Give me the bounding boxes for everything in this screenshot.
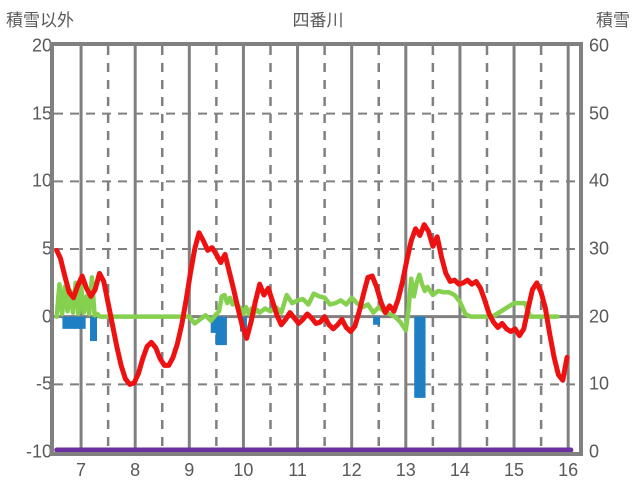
- y-axis-right-tick: 20: [589, 306, 610, 327]
- bar-blue: [68, 316, 76, 329]
- y-axis-right-tick: 0: [589, 441, 600, 462]
- plot-area: [50, 42, 583, 456]
- bar-blue: [210, 316, 218, 333]
- bar-blue: [73, 316, 81, 329]
- bar-blue: [418, 316, 426, 398]
- y-axis-left-tick: 5: [41, 238, 52, 259]
- y-axis-left-tick: 10: [31, 170, 52, 191]
- x-axis-tick: 9: [184, 460, 195, 480]
- y-axis-left-tick: 0: [41, 306, 52, 327]
- x-axis-tick: 14: [449, 460, 470, 480]
- x-axis-tick: 13: [395, 460, 416, 480]
- right-axis-caption: 積雪: [596, 11, 630, 30]
- y-axis-left-tick: -10: [25, 441, 52, 462]
- bar-blue: [414, 316, 422, 398]
- bar-blue: [78, 316, 86, 329]
- x-axis-tick: 8: [130, 460, 141, 480]
- bar-blue: [219, 316, 227, 346]
- chart-title: 四番川: [292, 11, 344, 30]
- x-axis-tick: 10: [233, 460, 254, 480]
- x-axis-tick: 12: [341, 460, 362, 480]
- bar-blue: [215, 316, 223, 346]
- left-axis-caption: 積雪以外: [6, 11, 74, 30]
- x-axis-tick: 11: [288, 460, 307, 480]
- y-axis-left-tick: -5: [35, 373, 52, 394]
- x-axis-tick: 16: [558, 460, 579, 480]
- chart-canvas: [54, 46, 579, 452]
- y-axis-right-tick: 30: [589, 238, 610, 259]
- bar-blue: [373, 316, 381, 325]
- series-red-line: [54, 222, 570, 387]
- y-axis-right-tick: 10: [589, 373, 610, 394]
- x-axis-tick: 15: [504, 460, 525, 480]
- y-axis-left-tick: 20: [31, 35, 52, 56]
- y-axis-right-tick: 60: [589, 35, 610, 56]
- series-green-line: [54, 272, 560, 333]
- y-axis-right-tick: 40: [589, 170, 610, 191]
- plot-inner: [54, 46, 579, 452]
- bar-blue: [62, 316, 70, 329]
- x-axis-tick: 7: [76, 460, 87, 480]
- y-axis-right-tick: 50: [589, 103, 610, 124]
- bar-blue: [90, 316, 98, 342]
- y-axis-left-tick: 15: [31, 103, 52, 124]
